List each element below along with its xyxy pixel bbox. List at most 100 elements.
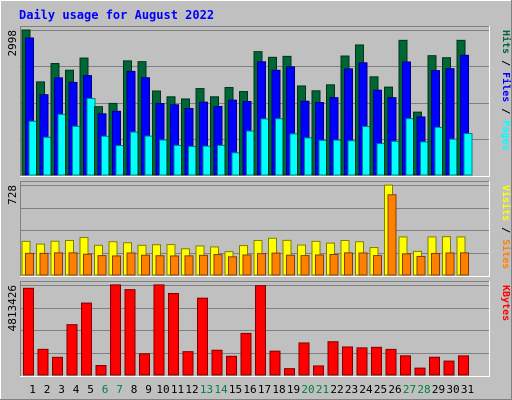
kbytes-bar-kbytes-day-27 (400, 355, 411, 376)
x-tick-label-9: 9 (145, 383, 152, 396)
visits-bar-sites-day-29 (431, 252, 440, 276)
kbytes-bar-kbytes-day-7 (110, 284, 121, 376)
chart-title: Daily usage for August 2022 (19, 8, 214, 22)
hits-bar-pages-day-21 (318, 139, 328, 176)
kbytes-bar-kbytes-day-24 (356, 347, 368, 376)
hits-panel: 2998 Hits / Files / Pages (6, 26, 512, 177)
kbytes-bar-kbytes-day-29 (429, 356, 440, 376)
legend-visits: Visits (500, 185, 512, 221)
hits-bar-pages-day-16 (246, 130, 255, 176)
hits-bar-pages-day-12 (188, 145, 197, 176)
x-tick-label-24: 24 (359, 383, 373, 396)
visits-bar-sites-day-2 (39, 252, 49, 276)
visits-bar-sites-day-25 (373, 255, 382, 276)
kbytes-bar-kbytes-day-19 (284, 368, 295, 376)
visits-bar-sites-day-21 (315, 254, 324, 276)
visits-bar-sites-day-16 (242, 254, 252, 276)
kbytes-bar-kbytes-day-8 (124, 289, 136, 376)
kbytes-bar-kbytes-day-13 (197, 297, 208, 376)
visits-bar-sites-day-20 (300, 255, 310, 276)
kbytes-bar-kbytes-day-26 (385, 348, 397, 376)
visits-bar-sites-day-27 (402, 253, 411, 276)
legend-separator: / (500, 102, 511, 120)
hits-bar-pages-day-3 (57, 113, 67, 176)
kbytes-bar-kbytes-day-25 (371, 346, 382, 376)
kbytes-bar-kbytes-day-17 (255, 285, 266, 376)
visits-bar-sites-day-9 (141, 254, 150, 276)
x-tick-label-19: 19 (287, 383, 300, 396)
visits-panel: 728 Visits / Sites (6, 181, 512, 277)
visits-bar-sites-day-17 (257, 253, 266, 276)
kbytes-max-label: 4813426 (6, 285, 19, 331)
kbytes-bar-kbytes-day-5 (81, 302, 92, 376)
x-tick-label-4: 4 (73, 383, 80, 396)
kbytes-bar-kbytes-day-23 (342, 346, 353, 376)
hits-bar-pages-day-10 (159, 139, 168, 176)
hits-max-label: 2998 (6, 30, 19, 57)
kbytes-bar-kbytes-day-1 (23, 287, 34, 376)
visits-bar-sites-day-12 (184, 255, 194, 276)
visits-bar-sites-day-8 (126, 252, 136, 276)
hits-bar-pages-day-30 (449, 138, 458, 176)
hits-bar-pages-day-31 (463, 133, 473, 176)
visits-bar-sites-day-13 (199, 254, 208, 276)
kbytes-bar-kbytes-day-18 (269, 350, 281, 376)
kbytes-bar-kbytes-day-28 (414, 367, 426, 376)
x-tick-label-14: 14 (214, 383, 228, 396)
visits-max-label: 728 (6, 185, 19, 205)
hits-bar-pages-day-24 (362, 126, 371, 176)
x-tick-label-25: 25 (374, 383, 387, 396)
kbytes-bar-kbytes-day-16 (240, 332, 252, 376)
hits-bar-pages-day-4 (72, 125, 81, 176)
x-tick-label-27: 27 (403, 383, 416, 396)
visits-bar-sites-day-31 (460, 252, 469, 276)
kbytes-bar-kbytes-day-22 (327, 341, 339, 376)
visits-bar-sites-day-23 (344, 252, 353, 276)
hits-bar-pages-day-15 (231, 152, 241, 176)
hits-bar-pages-day-9 (144, 135, 154, 176)
hits-bar-pages-day-13 (202, 145, 212, 176)
visits-bar-sites-day-7 (112, 255, 121, 276)
kbytes-bar-kbytes-day-10 (153, 284, 165, 376)
x-tick-label-26: 26 (388, 383, 401, 396)
legend-pages: Pages (500, 120, 511, 150)
x-tick-label-15: 15 (229, 383, 242, 396)
visits-bar-sites-day-1 (25, 252, 34, 276)
x-tick-label-28: 28 (417, 383, 430, 396)
visits-bar-sites-day-26 (387, 194, 397, 276)
visits-bar-sites-day-24 (358, 252, 368, 276)
hits-bar-pages-day-26 (391, 140, 400, 176)
x-tick-label-10: 10 (156, 383, 169, 396)
visits-bar-sites-day-3 (54, 252, 63, 276)
kbytes-bar-kbytes-day-21 (313, 365, 324, 376)
kbytes-bar-kbytes-day-31 (458, 355, 469, 376)
hits-bar-pages-day-29 (434, 126, 444, 176)
kbytes-bar-kbytes-day-15 (226, 355, 237, 376)
kbytes-bar-kbytes-day-14 (211, 349, 223, 376)
x-tick-label-12: 12 (185, 383, 198, 396)
visits-bar-sites-day-30 (445, 252, 455, 276)
hits-bar-pages-day-25 (376, 143, 386, 176)
legend-hits: Hits (500, 30, 512, 54)
kbytes-bar-kbytes-day-4 (66, 324, 78, 376)
visits-bar-sites-day-11 (170, 255, 179, 276)
visits-bar-sites-day-4 (68, 252, 78, 276)
visits-bar-sites-day-22 (329, 253, 339, 276)
kbytes-panel: 4813426 KBytes (6, 281, 511, 377)
visits-bar-sites-day-18 (271, 252, 281, 276)
x-tick-label-22: 22 (330, 383, 343, 396)
hits-bar-pages-day-19 (289, 133, 299, 176)
hits-bar-pages-day-8 (130, 131, 139, 176)
hits-bar-pages-day-1 (28, 120, 38, 176)
hits-bar-pages-day-17 (260, 118, 270, 176)
visits-bar-sites-day-10 (155, 255, 165, 276)
kbytes-bar-kbytes-day-3 (52, 356, 63, 376)
x-tick-label-18: 18 (272, 383, 285, 396)
x-tick-label-3: 3 (58, 383, 65, 396)
visits-bar-sites-day-15 (228, 256, 237, 276)
hits-bar-pages-day-6 (101, 135, 110, 176)
hits-bar-pages-day-14 (217, 144, 226, 176)
x-tick-label-13: 13 (200, 383, 213, 396)
x-tick-label-8: 8 (131, 383, 138, 396)
hits-bar-pages-day-22 (333, 139, 342, 176)
